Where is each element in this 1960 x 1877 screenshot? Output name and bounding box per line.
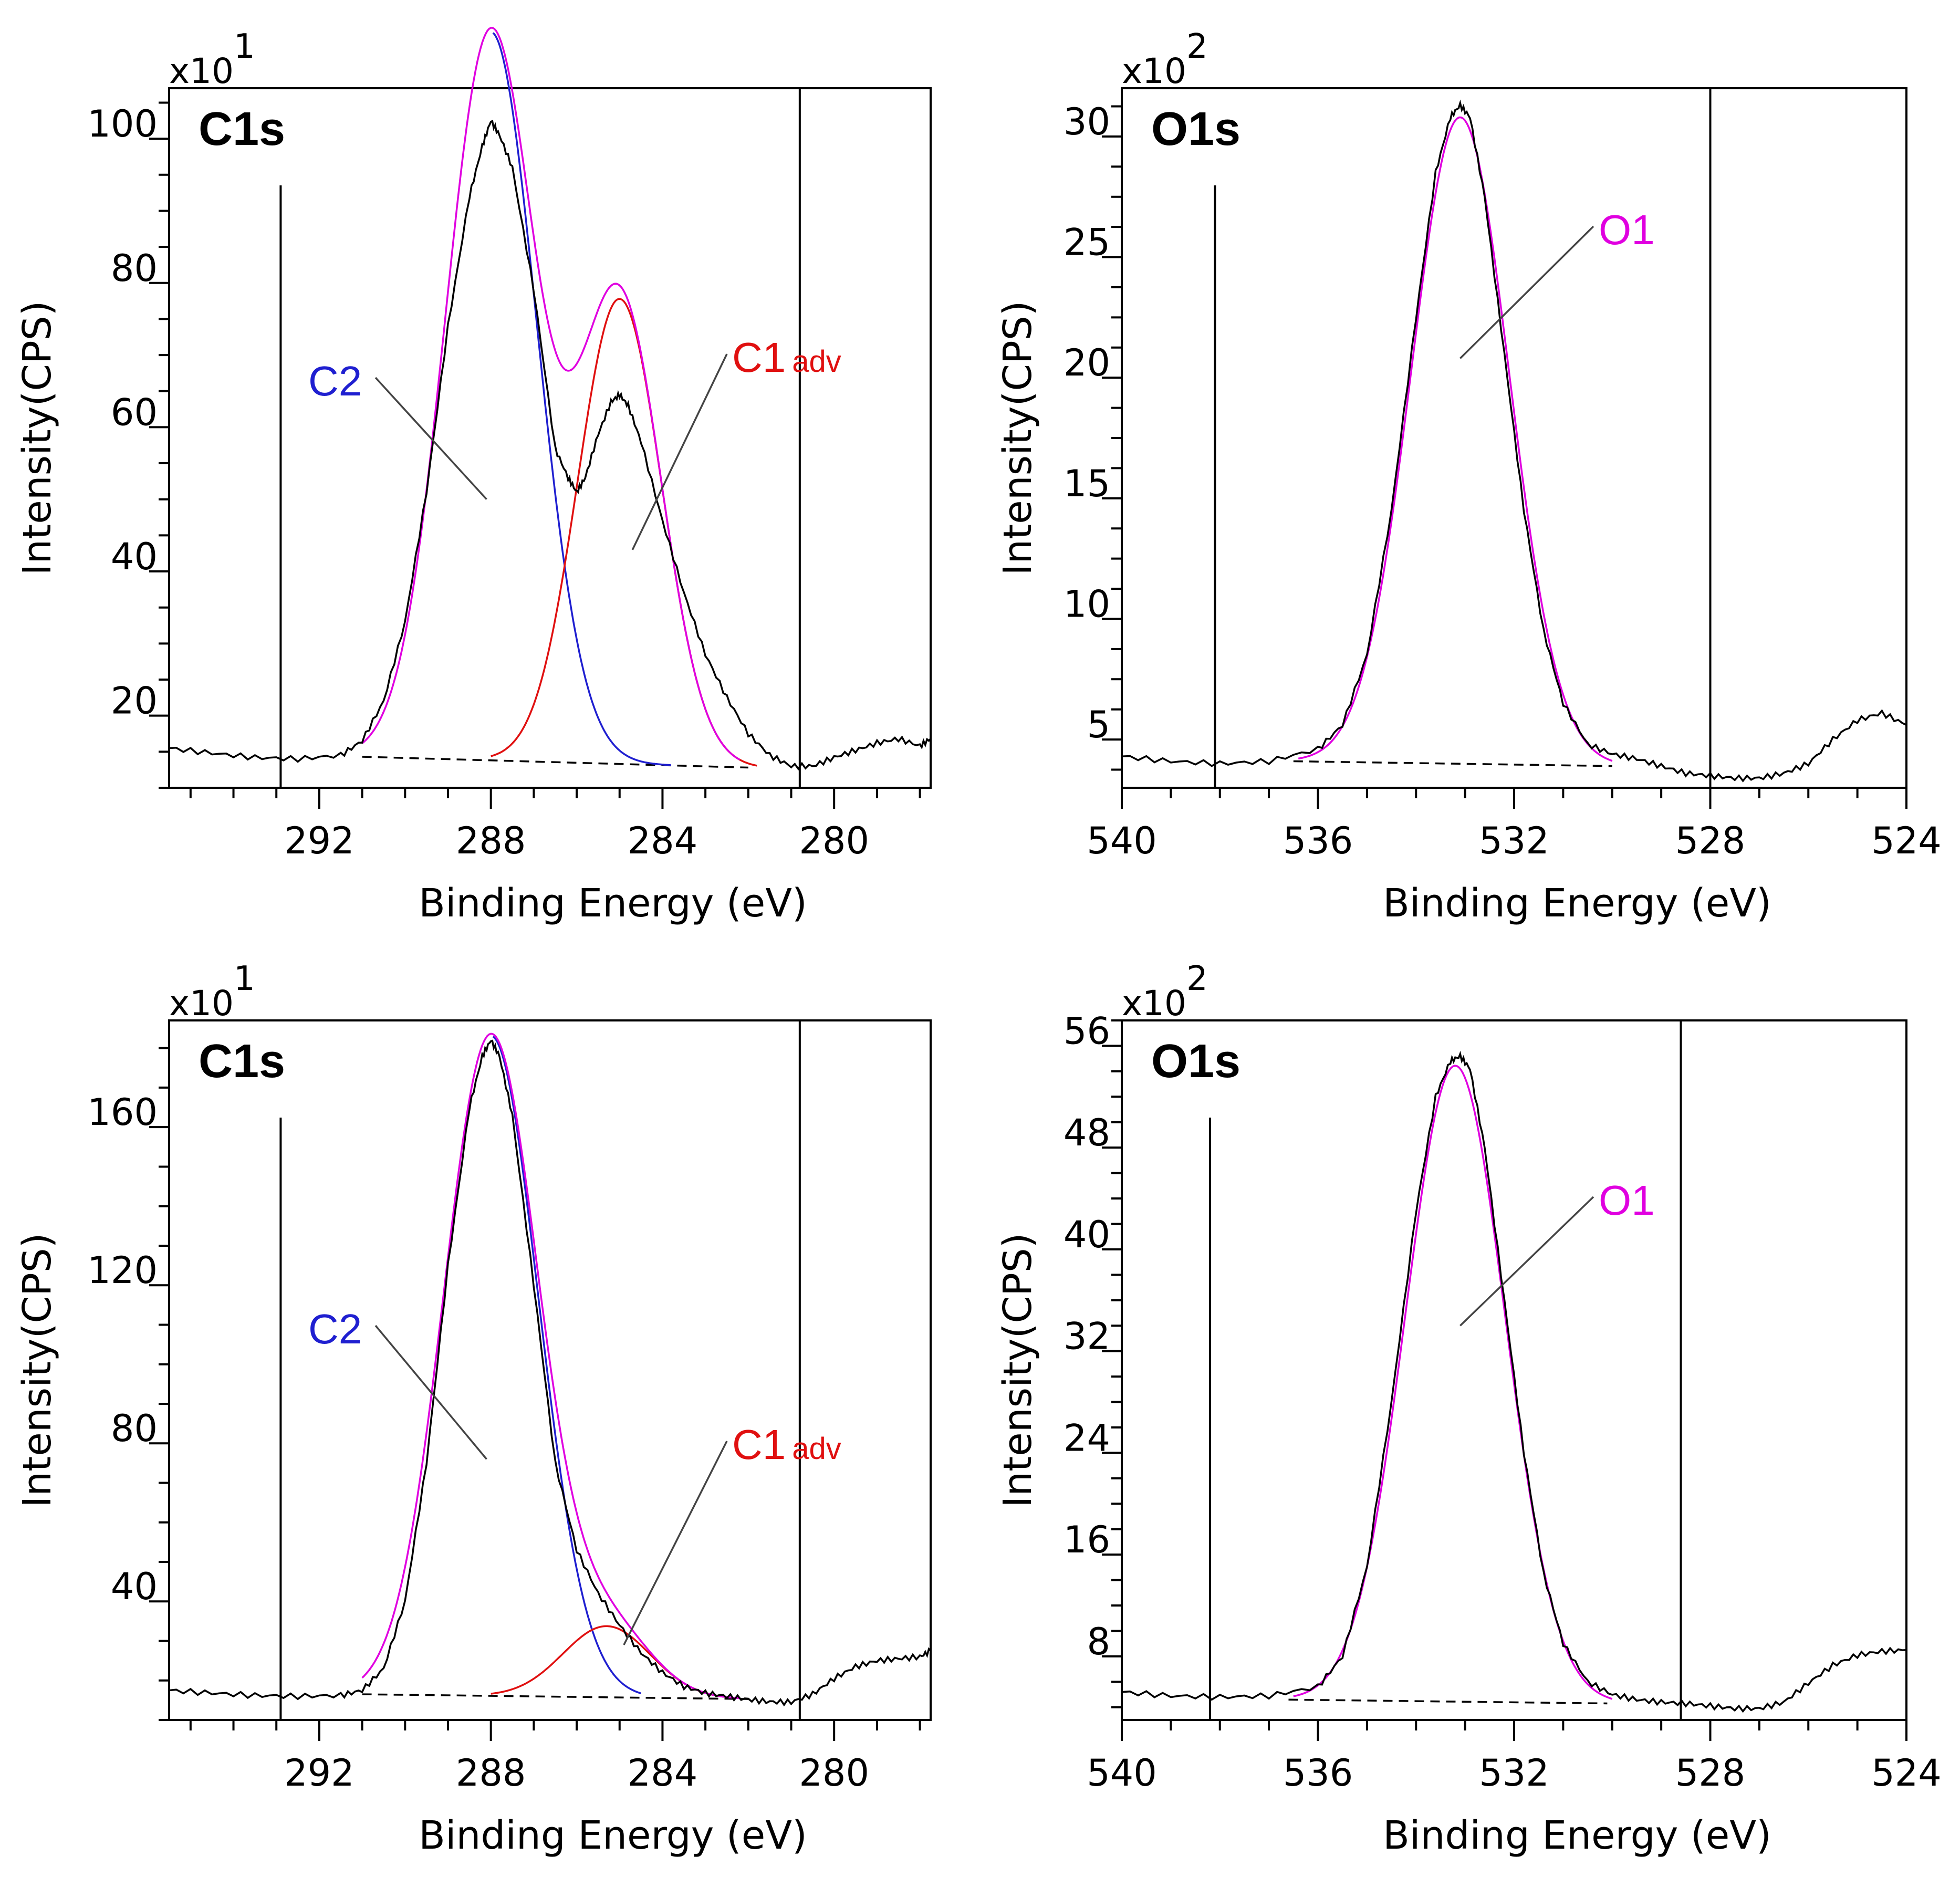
x-tick-label: 280 bbox=[799, 1751, 869, 1795]
y-tick-label: 5 bbox=[1087, 703, 1110, 746]
annotation-subscript: adv bbox=[792, 1432, 841, 1466]
annotation-leader-line bbox=[374, 377, 487, 500]
x-tick-label: 528 bbox=[1675, 819, 1746, 862]
x-tick-label: 524 bbox=[1871, 1751, 1942, 1795]
x-tick-label: 292 bbox=[284, 1751, 355, 1795]
envelope-curve bbox=[361, 27, 741, 761]
y-tick-label: 100 bbox=[87, 102, 158, 145]
chart-panel-4: 540 536 532 528 524 8 16 24 32 40 48 56 x102 Binding … bbox=[995, 960, 1942, 1858]
x-axis-label: Binding Energy (eV) bbox=[1383, 1813, 1771, 1858]
annotation-leader-line bbox=[631, 353, 728, 550]
x-axis-label: Binding Energy (eV) bbox=[1383, 881, 1771, 926]
y-tick-label: 20 bbox=[111, 680, 158, 723]
plot-frame bbox=[168, 1019, 932, 1721]
x-tick-label: 280 bbox=[799, 819, 869, 862]
y-tick-label: 40 bbox=[1064, 1213, 1110, 1256]
annotation-c2-label: C2 bbox=[308, 1306, 362, 1352]
panel-title: O1s bbox=[1151, 103, 1240, 155]
panel-title: C1s bbox=[199, 1035, 285, 1088]
annotation-subscript: adv bbox=[792, 345, 841, 379]
x-tick-label: 540 bbox=[1087, 1751, 1157, 1795]
baseline-dashed bbox=[1293, 760, 1612, 767]
y-axis-label: Intensity(CPS) bbox=[15, 300, 60, 575]
annotation-c1-label: C1 adv bbox=[732, 1421, 841, 1468]
y-axis-label: Intensity(CPS) bbox=[995, 1233, 1040, 1507]
component-o1-curve bbox=[1298, 116, 1613, 762]
y-multiplier-exponent: 2 bbox=[1186, 27, 1208, 66]
component-c2-curve bbox=[492, 1036, 642, 1694]
x-tick-label: 536 bbox=[1283, 1751, 1353, 1795]
baseline-dashed bbox=[362, 1693, 748, 1700]
plot-frame bbox=[168, 87, 932, 789]
annotation-c2-label: C2 bbox=[308, 358, 362, 404]
x-axis-label: Binding Energy (eV) bbox=[419, 1813, 807, 1858]
raw-data-trace bbox=[1121, 99, 1907, 783]
x-tick-label: 284 bbox=[628, 1751, 698, 1795]
annotation-leader-line bbox=[1459, 1196, 1594, 1327]
panel-title: C1s bbox=[199, 103, 285, 155]
y-tick-label: 80 bbox=[111, 247, 158, 290]
x-tick-label: 528 bbox=[1675, 1751, 1746, 1795]
y-tick-label: 8 bbox=[1087, 1620, 1110, 1663]
raw-data-trace bbox=[1121, 1050, 1907, 1713]
x-tick-label: 540 bbox=[1087, 819, 1157, 862]
component-c2-curve bbox=[492, 32, 671, 766]
y-tick-label: 25 bbox=[1064, 221, 1110, 264]
chart-panel-2: 540 536 532 528 524 5 10 15 20 25 30 x102 Binding En… bbox=[995, 27, 1942, 926]
y-tick-label: 60 bbox=[111, 391, 158, 434]
x-tick-label: 288 bbox=[456, 1751, 526, 1795]
chart-panel-3: 292 288 284 280 40 80 120 160 x101 Binding Energy… bbox=[15, 960, 932, 1858]
annotation-o1-label: O1 bbox=[1599, 1177, 1655, 1224]
x-tick-label: 284 bbox=[628, 819, 698, 862]
y-tick-label: 10 bbox=[1064, 582, 1110, 625]
raw-data-trace bbox=[169, 1039, 932, 1707]
y-multiplier: x102 bbox=[1122, 27, 1208, 91]
y-tick-label: 80 bbox=[111, 1407, 158, 1450]
annotation-leader-line bbox=[1459, 225, 1594, 359]
y-tick-label: 160 bbox=[87, 1091, 158, 1134]
component-c1-curve bbox=[491, 298, 757, 767]
y-tick-label: 30 bbox=[1064, 100, 1110, 143]
y-tick-label: 40 bbox=[111, 535, 158, 578]
y-multiplier-exponent: 1 bbox=[234, 27, 255, 66]
x-tick-label: 288 bbox=[456, 819, 526, 862]
component-o1-curve bbox=[1293, 1065, 1613, 1700]
x-tick-label: 532 bbox=[1479, 1751, 1549, 1795]
y-tick-label: 16 bbox=[1064, 1518, 1110, 1561]
envelope-curve bbox=[361, 1033, 740, 1699]
y-multiplier-exponent: 2 bbox=[1186, 960, 1208, 998]
x-tick-label: 524 bbox=[1871, 819, 1942, 862]
y-tick-label: 15 bbox=[1064, 462, 1110, 505]
y-tick-label: 56 bbox=[1064, 1009, 1110, 1052]
y-multiplier: x101 bbox=[169, 27, 255, 91]
baseline-dashed bbox=[1288, 1698, 1608, 1705]
y-multiplier: x101 bbox=[169, 960, 255, 1024]
y-tick-label: 32 bbox=[1064, 1315, 1110, 1358]
y-tick-label: 20 bbox=[1064, 341, 1110, 384]
x-axis-label: Binding Energy (eV) bbox=[419, 881, 807, 926]
x-tick-label: 536 bbox=[1283, 819, 1353, 862]
x-tick-label: 532 bbox=[1479, 819, 1549, 862]
y-axis-label: Intensity(CPS) bbox=[995, 300, 1040, 575]
y-axis-label: Intensity(CPS) bbox=[15, 1233, 60, 1507]
annotation-leader-line bbox=[374, 1325, 487, 1460]
y-multiplier-exponent: 1 bbox=[234, 960, 255, 998]
annotation-c1-label: C1 adv bbox=[732, 334, 841, 381]
y-multiplier: x102 bbox=[1122, 960, 1208, 1024]
raw-data-trace bbox=[169, 119, 932, 771]
y-tick-label: 40 bbox=[111, 1565, 158, 1608]
annotation-o1-label: O1 bbox=[1599, 206, 1655, 253]
x-tick-label: 292 bbox=[284, 819, 355, 862]
panel-title: O1s bbox=[1151, 1035, 1240, 1088]
y-tick-label: 48 bbox=[1064, 1111, 1110, 1154]
y-tick-label: 24 bbox=[1064, 1416, 1110, 1459]
y-tick-label: 120 bbox=[87, 1249, 158, 1292]
chart-panel-1: 292 288 284 280 20 40 60 80 100 x101 Binding Energ… bbox=[15, 27, 932, 926]
baseline-dashed bbox=[362, 756, 748, 769]
annotation-leader-line bbox=[623, 1441, 728, 1645]
